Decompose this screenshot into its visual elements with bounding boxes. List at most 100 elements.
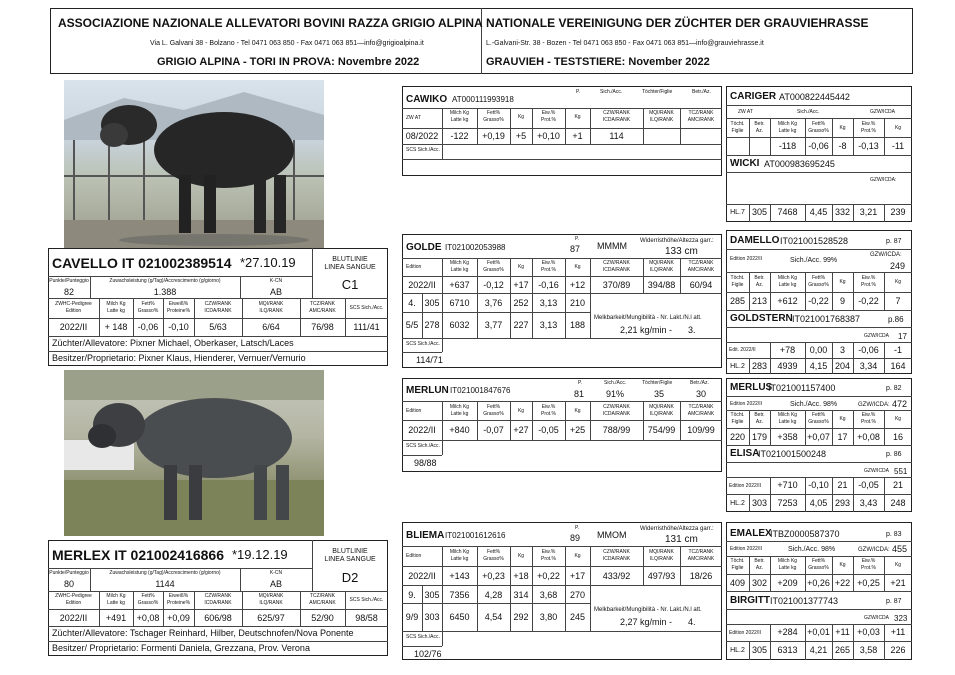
hdr-czw-text: CZW/RANK — [204, 301, 232, 307]
hdr-zwat-text: ZW AT — [738, 109, 753, 115]
hdr-zwhc-text: ZWHC-Pedigree — [55, 593, 92, 599]
hdr-eiwp-text: Eiw.% — [861, 412, 876, 418]
bliema-fkg-text: +18 — [513, 571, 529, 581]
goldstern-ed-text: Edit. 2022/II — [729, 347, 756, 353]
birgitt-e-text: 3,58 — [859, 645, 878, 655]
hdr-sich-text: Sich./Acc. — [604, 380, 627, 386]
hdr-kcn-text: K-CN — [269, 278, 283, 284]
cariger-fkg-text: -8 — [838, 141, 847, 151]
hdr-fett-text: Fett% — [486, 549, 501, 555]
cavello-mqi-text: 6/64 — [262, 322, 280, 332]
golde-fkg-text: +17 — [513, 280, 529, 290]
hdr-editionalt-text: Edition 2022/II — [730, 256, 762, 262]
hdr-milchkg-text: Milch Kg — [106, 301, 126, 307]
bliema-l2e-text: 292 — [513, 612, 529, 622]
hdr-toecht-text: Töcht. — [730, 121, 745, 127]
merlex-fett-text: +0,08 — [136, 613, 160, 623]
hdr-fett-text: Fett% — [141, 301, 155, 307]
cawiko-fett-text: +0,19 — [482, 131, 505, 141]
hdr-milchkg-text: Milch Kg — [449, 260, 470, 266]
golde-mqi-text: 394/88 — [647, 280, 676, 290]
merlex-tcz-text: 52/90 — [311, 613, 334, 623]
hdr-p-text: P. — [578, 380, 583, 386]
hdr-eiweiss-text: Eiweiß% — [168, 593, 189, 599]
hdr-fettp-text: Fett% — [811, 275, 826, 281]
cavello-ed-text: 2022/II — [59, 322, 88, 332]
hdr-kg-text: Kg — [517, 264, 525, 270]
golde-box — [402, 234, 722, 368]
hdr-scs2-text: SCS Sich./Acc. — [406, 634, 440, 640]
damello-ekg-text: 7 — [895, 296, 901, 306]
golde-eiw-text: -0,16 — [538, 280, 559, 290]
golde-l2e-text: 227 — [513, 320, 529, 330]
hdr-gzwicda-text: GZW/ICDA — [864, 615, 889, 621]
cariger-milch-text: -118 — [778, 141, 797, 151]
damello-milch-text: +612 — [777, 296, 798, 306]
hdr-lattekg-text: Latte kg — [778, 419, 797, 425]
elisa-p-text: p. 86 — [886, 451, 902, 458]
cavello-bloodline: C1 — [341, 277, 359, 292]
hdr-czw-text: CZW/RANK — [603, 404, 630, 410]
hdr-kg-text: Kg — [894, 125, 902, 131]
hdr-kg-text: Kg — [839, 279, 846, 285]
goldstern-c-text: 4,15 — [809, 361, 828, 371]
wicki-e-text: 3,21 — [859, 207, 878, 217]
hdr-milchkg-text: Milch Kg — [449, 404, 470, 410]
elisa-e-text: 3,43 — [859, 498, 878, 508]
hdr-kg-text: Kg — [839, 416, 846, 422]
hdr-gzw-text: GZW/ICDA: — [858, 402, 890, 408]
hdr-blutlinie-text: BLUTLINIE — [332, 548, 368, 555]
golde-l2c-text: 6032 — [449, 320, 470, 330]
bliema-p-text: 89 — [570, 533, 581, 543]
golde-l1c-text: 6710 — [449, 298, 470, 308]
goldstern-id-text: IT021001768387 — [792, 314, 861, 324]
bliema-fett-text: +0,23 — [482, 571, 505, 581]
hdr-fett-text: Fett% — [486, 260, 501, 266]
merlex-card — [48, 540, 388, 656]
hdr-milchkg-text: Milch Kg — [777, 121, 798, 127]
hdr-eiwp-text: Eiw.% — [861, 275, 876, 281]
merlun-sich-text: 91% — [606, 389, 625, 399]
hdr-scs-text: SCS Sich./Acc. — [349, 305, 384, 311]
hdr-kg-text: Kg — [574, 264, 581, 270]
bliema-name: BLIEMA — [406, 530, 445, 541]
merlus-id-text: IT021001157400 — [768, 383, 836, 393]
bliema-l1e-text: 314 — [513, 590, 529, 600]
hdr-amc-text: AMC/RANK — [309, 600, 336, 606]
hdr-proteine-text: Proteine% — [166, 600, 191, 606]
hdr-p-text: P. — [575, 236, 580, 242]
assoc-title-de: NATIONALE VEREINIGUNG DER ZÜCHTER DER GR… — [486, 16, 869, 30]
golde-czw-text: 370/89 — [602, 280, 631, 290]
merlun-box — [402, 378, 722, 472]
emalex-b-text: 302 — [751, 578, 768, 588]
golde-fett-text: -0,12 — [483, 280, 504, 290]
hdr-lattekg-text: Latte kg — [107, 308, 125, 314]
hdr-czw-text: CZW/RANK — [603, 110, 630, 116]
hdr-milchkg-text: Milch Kg — [106, 593, 126, 599]
merlus-t-text: 220 — [729, 432, 746, 442]
bull-photo-merlex — [64, 370, 324, 536]
merlus-ed-text: Edition 2022/II — [730, 401, 762, 407]
merlex-name: MERLEX IT 021002416866 — [52, 547, 224, 563]
cawiko-id-text: AT000111993918 — [452, 95, 514, 104]
hdr-lattekg-text: Latte kg — [450, 117, 469, 123]
merlex-kcn: AB — [269, 579, 282, 589]
hdr-figlie-text: Figlie — [731, 128, 744, 134]
emalex-gzw-text: 455 — [892, 544, 908, 554]
hdr-protp-text: Prot.% — [540, 411, 556, 417]
elisa-f-text: 248 — [890, 498, 906, 508]
bliema-scs-text: 102/76 — [414, 649, 442, 659]
elisa-eiw-text: -0,05 — [858, 480, 879, 490]
bliema-ed-text: 2022/II — [408, 571, 436, 581]
hdr-wider-text: Widerristhöhe/Altezza garr.: — [640, 238, 714, 244]
merlex-bloodline: D2 — [341, 570, 359, 585]
hdr-fettp-text: Fett% — [811, 412, 826, 418]
damello-box — [726, 230, 912, 374]
hdr-gzw-text: GZW/ICDA: — [858, 547, 890, 553]
emalex-ekg-text: +21 — [890, 578, 906, 588]
hdr-zuwachs-text: Zuwachsleistung (g/Tag)/Accrescimento (g… — [109, 278, 221, 284]
hdr-tcz-text: TCZ/RANK — [688, 260, 714, 266]
subtitle-de: GRAUVIEH - TESTSTIERE: November 2022 — [486, 56, 710, 68]
hdr-protp-text: Prot.% — [860, 128, 876, 134]
merlun-milch-text: +840 — [449, 425, 470, 435]
